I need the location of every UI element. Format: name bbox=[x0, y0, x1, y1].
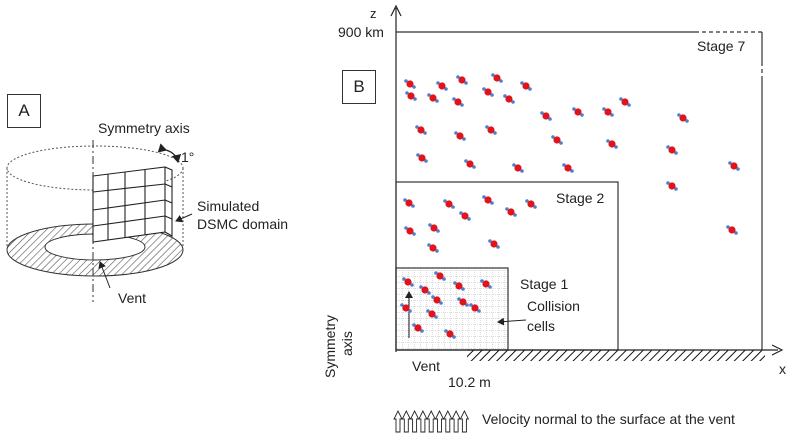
velocity-arrow bbox=[434, 409, 445, 433]
molecule bbox=[525, 199, 537, 209]
molecule bbox=[412, 323, 424, 333]
molecule bbox=[456, 75, 468, 85]
molecule bbox=[602, 107, 614, 117]
velocity-arrows-icon bbox=[393, 409, 470, 433]
domain-label-line2: DSMC domain bbox=[197, 216, 289, 232]
molecule bbox=[402, 277, 414, 287]
molecule bbox=[488, 239, 500, 249]
molecule bbox=[434, 271, 446, 281]
stage1-label: Stage 1 bbox=[520, 276, 569, 292]
molecule bbox=[457, 297, 469, 307]
molecule bbox=[428, 223, 440, 233]
angle-arc-icon bbox=[157, 143, 182, 164]
molecule bbox=[482, 87, 494, 97]
velocity-arrow bbox=[443, 409, 453, 433]
z-axis-arrowhead bbox=[390, 4, 402, 17]
molecule bbox=[454, 131, 466, 141]
vent-pointer-arrow bbox=[98, 261, 111, 289]
molecule bbox=[427, 243, 439, 253]
molecule bbox=[606, 139, 618, 149]
velocity-arrow bbox=[418, 409, 428, 433]
vent-label-b: Vent bbox=[412, 358, 441, 374]
velocity-arrow bbox=[451, 409, 461, 433]
molecule bbox=[426, 309, 438, 319]
z-max-label: 900 km bbox=[338, 24, 384, 40]
dsmc-domain-grid bbox=[92, 166, 173, 243]
molecule bbox=[619, 97, 631, 107]
molecule bbox=[485, 125, 497, 135]
velocity-arrow bbox=[459, 409, 470, 433]
molecule bbox=[482, 195, 494, 205]
velocity-arrow bbox=[409, 409, 420, 433]
molecule bbox=[431, 295, 443, 305]
molecule bbox=[666, 181, 678, 191]
molecule bbox=[726, 225, 738, 235]
molecule bbox=[469, 303, 481, 313]
molecule bbox=[491, 73, 503, 83]
collision-label-line2: cells bbox=[527, 318, 556, 334]
molecule bbox=[464, 159, 476, 169]
molecule bbox=[728, 161, 740, 171]
domain-pointer-arrow bbox=[175, 213, 193, 223]
panel-a-label-box: A bbox=[7, 94, 41, 128]
molecule bbox=[427, 93, 439, 103]
molecule bbox=[503, 94, 515, 104]
angle-label: 1° bbox=[181, 149, 195, 165]
molecule bbox=[416, 153, 428, 163]
molecules bbox=[400, 73, 740, 339]
vent-width-label: 10.2 m bbox=[448, 374, 491, 390]
domain-label-line1: Simulated bbox=[197, 198, 260, 214]
z-axis-label: z bbox=[370, 6, 377, 21]
symmetry-label-line1: Symmetry bbox=[322, 315, 338, 378]
molecule bbox=[666, 145, 678, 155]
molecule bbox=[540, 111, 552, 121]
molecule bbox=[444, 329, 456, 339]
wall-hatch bbox=[467, 350, 765, 361]
collision-label-line1: Collision bbox=[527, 298, 580, 314]
molecule bbox=[415, 125, 427, 135]
molecule bbox=[443, 199, 455, 209]
x-axis-label: x bbox=[779, 361, 786, 377]
molecule bbox=[459, 211, 471, 221]
velocity-arrow bbox=[426, 409, 436, 433]
panel-b-label: B bbox=[353, 77, 365, 96]
stage7-label: Stage 7 bbox=[697, 38, 746, 54]
x-axis-arrowhead bbox=[771, 344, 784, 356]
cylinder-base-ring bbox=[6, 223, 184, 277]
molecule bbox=[403, 198, 415, 208]
molecule bbox=[505, 207, 517, 217]
cylinder-outline bbox=[6, 145, 184, 250]
molecule bbox=[480, 279, 492, 289]
molecule bbox=[551, 135, 563, 145]
molecule bbox=[452, 97, 464, 107]
velocity-arrow bbox=[393, 409, 403, 433]
stage7-box bbox=[396, 31, 763, 350]
velocity-note-label: Velocity normal to the surface at the ve… bbox=[482, 411, 735, 427]
collision-pointer-arrow bbox=[497, 317, 527, 326]
stage1-box bbox=[395, 267, 509, 351]
symmetry-axis-label-b: Symmetry axis bbox=[322, 315, 356, 378]
molecule bbox=[404, 226, 416, 236]
vent-label-a: Vent bbox=[118, 290, 147, 306]
panel-b-label-box: B bbox=[342, 70, 376, 104]
molecule bbox=[400, 303, 412, 313]
panel-a-label: A bbox=[18, 101, 30, 120]
symmetry-label-line2: axis bbox=[339, 331, 355, 356]
molecule bbox=[677, 113, 689, 123]
molecule bbox=[404, 79, 416, 89]
symmetry-axis-label: Symmetry axis bbox=[98, 120, 190, 136]
molecule bbox=[419, 285, 431, 295]
stage2-label: Stage 2 bbox=[556, 190, 605, 206]
molecule bbox=[512, 163, 524, 173]
molecule bbox=[405, 91, 417, 101]
molecule bbox=[436, 81, 448, 91]
molecule bbox=[453, 281, 465, 291]
molecule bbox=[562, 163, 574, 173]
velocity-arrow bbox=[401, 409, 412, 433]
molecule bbox=[572, 107, 584, 117]
molecule bbox=[520, 81, 532, 91]
